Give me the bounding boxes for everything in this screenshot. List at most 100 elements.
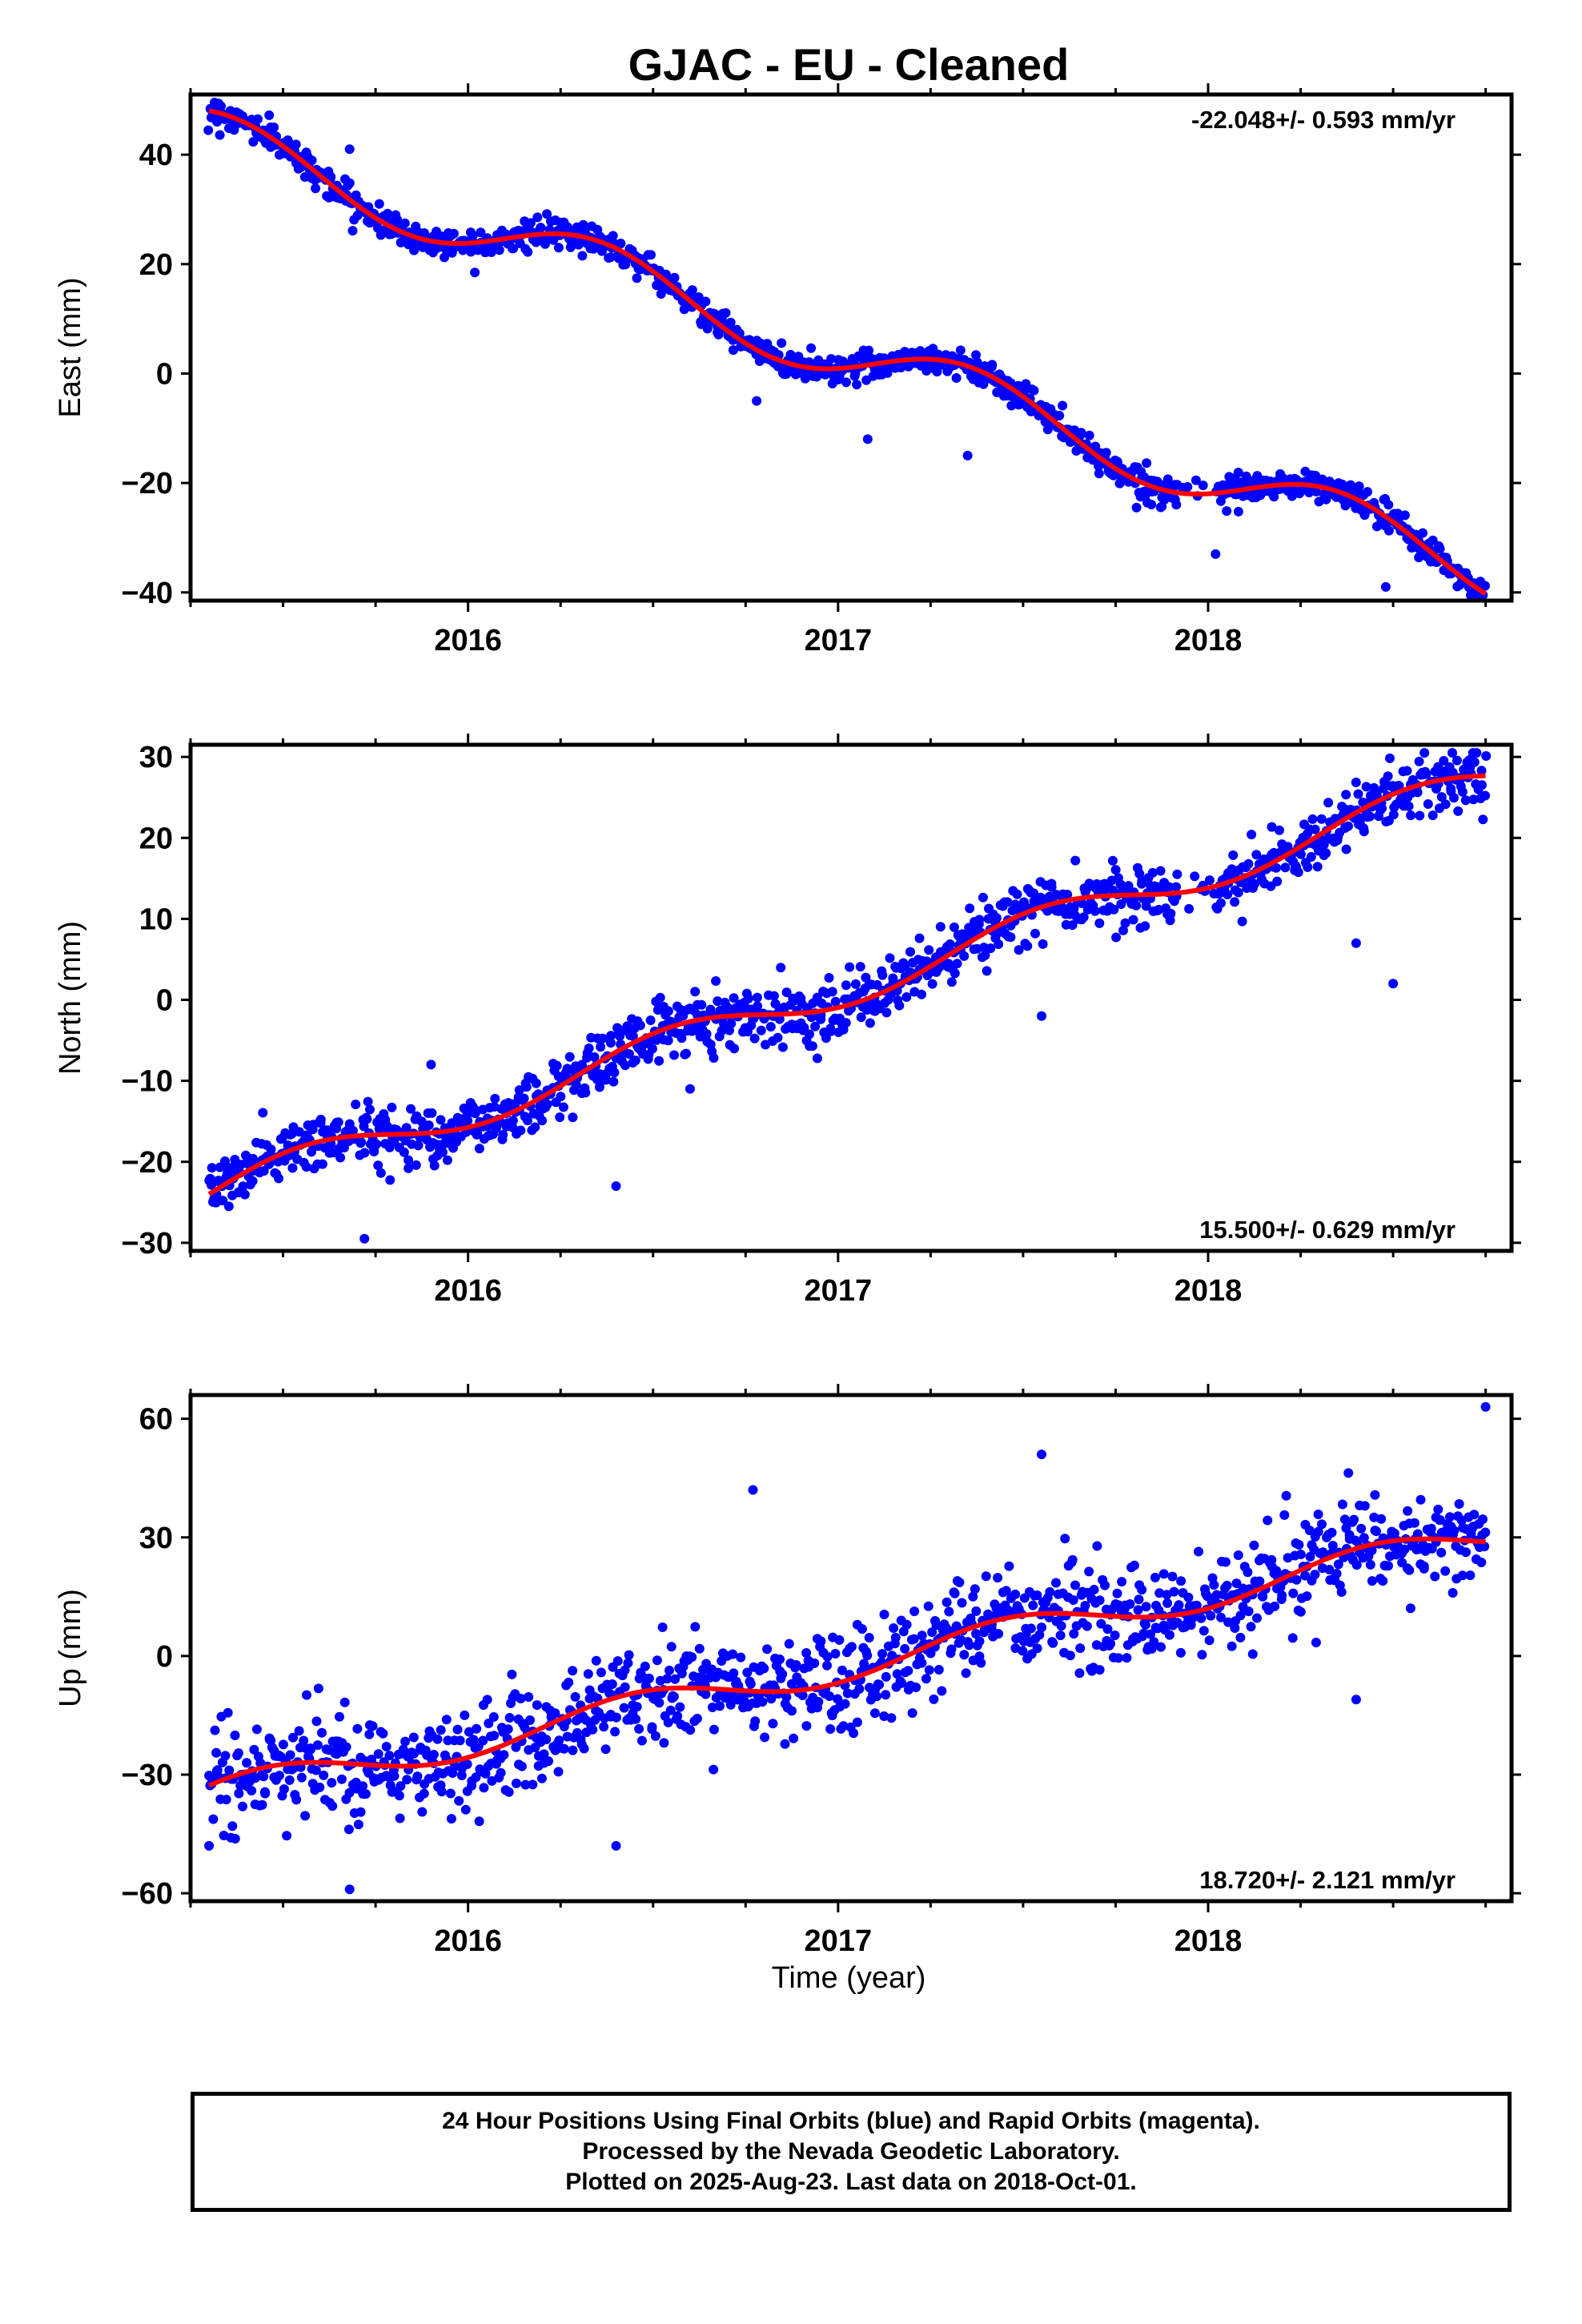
up-data-point [1436, 1547, 1447, 1558]
north-data-point [894, 1000, 905, 1011]
north-data-point [516, 1125, 526, 1136]
north-data-point [1415, 810, 1425, 821]
up-data-point [1313, 1510, 1323, 1519]
north-data-point [719, 1019, 729, 1029]
up-data-point [1222, 1580, 1232, 1590]
north-data-point [584, 1043, 594, 1053]
north-data-point [729, 1043, 740, 1054]
up-data-point [417, 1807, 428, 1817]
north-data-point [404, 1155, 413, 1165]
east-data-point [701, 296, 711, 307]
up-data-point [1075, 1643, 1086, 1654]
east-data-point [693, 292, 704, 302]
chart-title: GJAC - EU - Cleaned [628, 39, 1070, 90]
north-data-point [901, 992, 912, 1002]
north-data-point [558, 1102, 568, 1112]
north-data-point [1469, 757, 1480, 767]
up-data-point [1371, 1526, 1381, 1537]
up-data-point [1246, 1622, 1256, 1632]
up-data-point [654, 1698, 665, 1708]
north-data-point [207, 1163, 217, 1173]
up-data-point [468, 1735, 479, 1745]
north-data-point [596, 1042, 606, 1052]
up-data-point [892, 1669, 902, 1679]
up-data-point [1129, 1560, 1139, 1570]
north-data-point [1343, 821, 1353, 831]
up-data-point [1478, 1514, 1488, 1525]
up-data-point [669, 1691, 679, 1702]
up-data-point [644, 1673, 654, 1683]
up-data-point [937, 1686, 947, 1696]
north-data-point [978, 892, 988, 903]
up-data-point [1426, 1523, 1436, 1534]
north-data-point [1476, 766, 1487, 776]
up-data-point [636, 1735, 647, 1746]
north-data-point [1204, 875, 1215, 886]
up-data-point [1279, 1510, 1290, 1520]
up-data-point [327, 1778, 337, 1788]
up-data-point [367, 1721, 378, 1731]
up-data-point [1367, 1576, 1377, 1586]
north-data-point [1303, 862, 1313, 872]
north-data-point [701, 1029, 712, 1039]
north-model-curve [207, 773, 1486, 1196]
north-data-point [411, 1160, 421, 1170]
up-data-point [725, 1699, 736, 1710]
up-data-point [288, 1732, 298, 1743]
up-data-point [210, 1725, 220, 1735]
up-data-point [801, 1721, 812, 1731]
up-data-point [1146, 1629, 1156, 1639]
up-data-point [631, 1714, 641, 1724]
up-data-point [662, 1674, 673, 1684]
up-data-point [378, 1728, 388, 1739]
north-data-point [628, 1031, 638, 1041]
up-data-point [436, 1725, 446, 1735]
up-data-point [455, 1735, 465, 1746]
east-data-point [326, 171, 336, 182]
up-data-point [822, 1660, 832, 1671]
up-data-point [223, 1707, 233, 1718]
north-x-tick-label: 2017 [805, 1274, 873, 1308]
up-data-point [1231, 1578, 1242, 1589]
north-data-point [1251, 850, 1262, 860]
north-data-point [238, 1181, 248, 1192]
up-data-point [759, 1663, 769, 1674]
north-data-point [1223, 890, 1233, 899]
north-data-point [765, 1022, 776, 1032]
north-data-point [827, 987, 837, 997]
up-outlier-point [344, 1884, 355, 1895]
north-data-point [247, 1176, 258, 1186]
up-data-point [1258, 1591, 1268, 1602]
north-data-point [266, 1144, 276, 1155]
up-data-point [852, 1717, 862, 1727]
north-outlier-point [611, 1181, 621, 1192]
north-data-point [359, 1121, 369, 1132]
up-data-point [285, 1750, 295, 1760]
up-x-tick-label: 2018 [1174, 1924, 1243, 1958]
up-y-axis-label: Up (mm) [54, 1589, 87, 1707]
north-data-point [841, 1018, 851, 1028]
north-data-point [1147, 867, 1158, 878]
up-data-point [612, 1656, 623, 1667]
north-data-point [1353, 789, 1363, 799]
north-data-point [1385, 753, 1395, 763]
north-data-point [1272, 876, 1283, 887]
north-data-point [351, 1100, 361, 1110]
north-data-point [519, 1093, 529, 1104]
up-data-point [1235, 1632, 1246, 1642]
north-data-point [1457, 786, 1468, 797]
north-data-point [1078, 912, 1089, 923]
east-data-point [1337, 479, 1347, 489]
east-data-point [620, 259, 631, 270]
up-data-point [789, 1733, 799, 1743]
north-data-point [1447, 748, 1457, 758]
up-data-point [1074, 1668, 1085, 1679]
north-data-point [608, 1076, 619, 1087]
up-points [204, 1401, 1491, 1895]
north-data-point [1295, 849, 1306, 859]
up-data-point [929, 1694, 939, 1704]
up-data-point [607, 1679, 617, 1689]
north-data-point [1172, 869, 1182, 879]
north-data-point [1423, 799, 1433, 809]
up-data-point [968, 1591, 978, 1602]
